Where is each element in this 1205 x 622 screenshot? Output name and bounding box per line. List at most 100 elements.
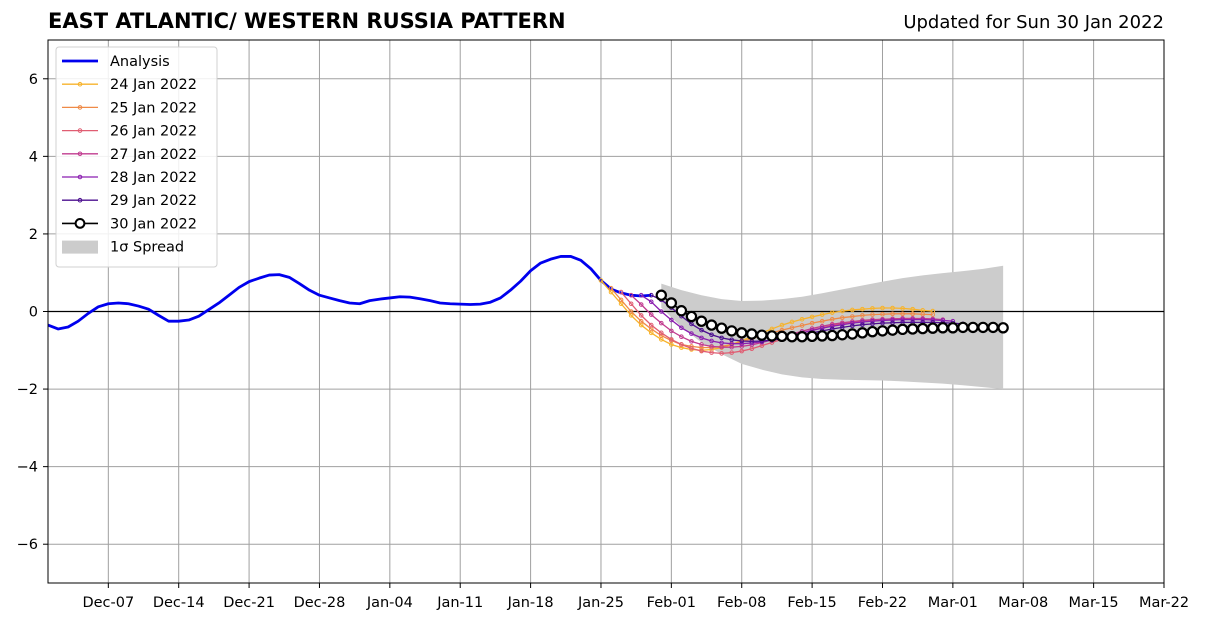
forecast-point: [870, 312, 875, 317]
forecast-point: [819, 312, 825, 317]
x-tick-label: Mar-01: [928, 595, 978, 611]
y-tick-label: −2: [17, 382, 38, 398]
forecast-point: [709, 350, 714, 355]
forecast-point: [648, 322, 654, 328]
forecast-30-jan-2022: [655, 289, 1009, 343]
forecast-point: [850, 320, 855, 326]
forecast-point: [856, 327, 869, 339]
x-tick-label: Dec-07: [82, 595, 134, 611]
forecast-point: [789, 319, 795, 325]
forecast-point: [779, 322, 785, 328]
forecast-point: [658, 309, 664, 314]
forecast-point: [598, 278, 604, 283]
forecast-point: [729, 350, 734, 355]
forecast-point: [839, 322, 845, 327]
legend-box: [55, 46, 218, 268]
legend-marker: [77, 81, 83, 87]
y-tick-label: 0: [29, 305, 38, 321]
forecast-point: [689, 346, 694, 351]
legend-swatch: [62, 240, 98, 254]
forecast-point: [776, 330, 788, 343]
forecast-point: [789, 325, 795, 331]
legend-label: 26 Jan 2022: [110, 124, 197, 140]
forecast-point: [715, 322, 728, 334]
forecast-point: [658, 333, 664, 338]
forecast-point: [896, 323, 909, 336]
forecast-point: [648, 312, 654, 317]
legend-marker: [74, 218, 86, 229]
legend-entry: 29 Jan 2022: [62, 193, 197, 209]
forecast-point: [699, 348, 704, 354]
forecast-point: [766, 330, 778, 342]
forecast-point: [930, 312, 936, 317]
forecast-point: [880, 305, 885, 311]
y-tick-label: −6: [17, 537, 38, 553]
forecast-point: [910, 306, 915, 312]
forecast-point: [947, 322, 959, 334]
forecast-series: [598, 278, 1009, 356]
forecast-point: [669, 337, 674, 342]
x-tick-label: Jan-04: [366, 595, 413, 611]
legend-label: 28 Jan 2022: [110, 170, 197, 186]
forecast-point: [739, 338, 745, 344]
x-tick-label: Feb-08: [717, 595, 766, 611]
forecast-point: [729, 337, 734, 343]
forecast-point: [736, 327, 748, 339]
legend-marker: [77, 151, 83, 157]
forecast-point: [850, 314, 855, 319]
forecast-point: [866, 325, 879, 338]
forecast-point: [836, 329, 848, 341]
forecast-line: [600, 280, 933, 351]
forecast-point: [937, 322, 949, 334]
forecast-point: [725, 325, 738, 337]
forecast-point: [689, 331, 694, 336]
forecast-point: [819, 325, 825, 331]
y-tick-label: 2: [29, 227, 38, 243]
forecast-point: [739, 341, 745, 346]
legend-label: Analysis: [110, 54, 170, 70]
forecast-point: [679, 325, 684, 331]
forecast-point: [880, 311, 885, 317]
forecast-point: [860, 306, 865, 312]
forecast-point: [816, 330, 828, 342]
forecast-point: [638, 292, 644, 298]
forecast-point: [846, 328, 859, 340]
forecast-point: [987, 321, 999, 334]
x-tick-label: Feb-15: [787, 595, 836, 611]
forecast-point: [850, 307, 855, 313]
y-tick-label: −4: [17, 460, 38, 476]
forecast-point: [648, 299, 654, 305]
forecast-point: [880, 318, 885, 323]
forecast-point: [906, 323, 919, 335]
forecast-point: [608, 285, 614, 291]
legend-entry: 27 Jan 2022: [62, 147, 197, 163]
forecast-point: [860, 319, 865, 325]
forecast-point: [675, 305, 688, 317]
forecast-point: [628, 309, 634, 314]
forecast-point: [695, 315, 708, 327]
forecast-point: [796, 331, 808, 343]
forecast-point: [665, 297, 678, 309]
forecast-point: [957, 321, 969, 334]
forecast-point: [799, 316, 805, 322]
forecast-point: [709, 332, 714, 338]
forecast-point: [880, 320, 885, 326]
legend-entry: 30 Jan 2022: [62, 216, 197, 232]
x-tick-label: Jan-18: [507, 595, 554, 611]
legend-entry: 26 Jan 2022: [62, 124, 197, 140]
forecast-point: [917, 322, 929, 335]
legend-marker: [77, 174, 83, 180]
axes: Dec-07 Dec-14 Dec-21 Dec-28 Jan-04 Jan-11 Jan-…: [17, 39, 1189, 611]
forecast-point: [786, 331, 798, 343]
forecast-point: [829, 316, 835, 322]
forecast-point: [739, 348, 745, 354]
forecast-point: [890, 317, 895, 323]
forecast-point: [900, 311, 905, 317]
legend-label: 30 Jan 2022: [110, 216, 197, 232]
forecast-point: [809, 314, 815, 320]
forecast-point: [806, 330, 818, 343]
legend-label: 29 Jan 2022: [110, 193, 197, 209]
forecast-point: [658, 330, 664, 336]
analysis-series: [47, 255, 652, 331]
forecast-point: [890, 305, 895, 311]
